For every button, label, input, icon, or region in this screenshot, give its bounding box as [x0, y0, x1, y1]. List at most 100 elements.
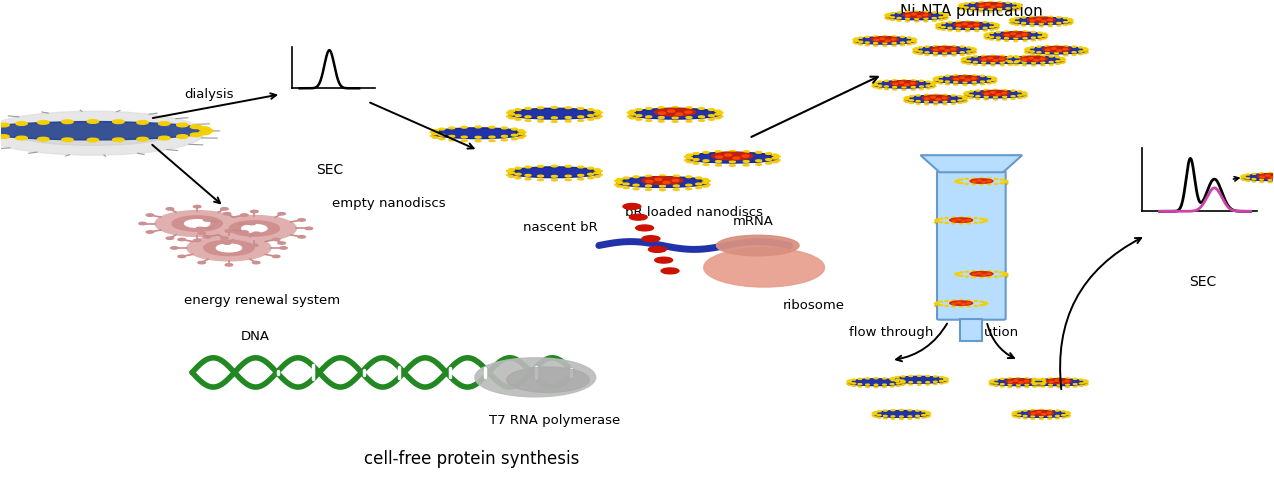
Ellipse shape [959, 302, 963, 303]
Ellipse shape [911, 43, 915, 44]
Ellipse shape [848, 384, 852, 385]
Ellipse shape [878, 81, 882, 82]
Ellipse shape [860, 38, 910, 43]
Ellipse shape [995, 276, 998, 277]
Ellipse shape [577, 166, 583, 168]
Ellipse shape [966, 183, 968, 184]
Ellipse shape [883, 412, 887, 413]
Ellipse shape [1026, 47, 1087, 54]
Ellipse shape [854, 380, 898, 384]
Ellipse shape [172, 216, 223, 231]
Ellipse shape [973, 64, 977, 65]
Text: ribosome: ribosome [784, 299, 845, 312]
Ellipse shape [685, 110, 692, 112]
Ellipse shape [871, 37, 898, 42]
Ellipse shape [438, 132, 445, 134]
Ellipse shape [475, 130, 482, 132]
Ellipse shape [855, 38, 859, 39]
Ellipse shape [959, 225, 963, 226]
Ellipse shape [525, 166, 531, 168]
Ellipse shape [517, 168, 591, 176]
Ellipse shape [952, 300, 956, 301]
Ellipse shape [1004, 274, 1006, 275]
Ellipse shape [984, 34, 987, 35]
Ellipse shape [919, 51, 922, 52]
Ellipse shape [659, 117, 664, 118]
Ellipse shape [552, 169, 557, 171]
Ellipse shape [1005, 276, 1008, 277]
Ellipse shape [1079, 47, 1083, 48]
Ellipse shape [1241, 178, 1245, 179]
Ellipse shape [982, 58, 986, 59]
Ellipse shape [1242, 176, 1274, 180]
Ellipse shape [1023, 31, 1027, 32]
Ellipse shape [775, 160, 780, 161]
Ellipse shape [1268, 182, 1271, 183]
Ellipse shape [1004, 277, 1006, 278]
Ellipse shape [958, 102, 962, 104]
Ellipse shape [1038, 379, 1042, 380]
Ellipse shape [1042, 380, 1046, 381]
Ellipse shape [911, 86, 915, 87]
Text: elution: elution [972, 326, 1018, 339]
Ellipse shape [981, 75, 985, 77]
Ellipse shape [982, 274, 986, 275]
Ellipse shape [911, 41, 915, 42]
Ellipse shape [859, 37, 862, 38]
Ellipse shape [916, 418, 920, 419]
Ellipse shape [906, 15, 910, 16]
Ellipse shape [1034, 385, 1038, 386]
Ellipse shape [1031, 20, 1034, 21]
Ellipse shape [1000, 179, 1004, 180]
Ellipse shape [977, 273, 981, 274]
Ellipse shape [685, 188, 692, 190]
Ellipse shape [874, 38, 878, 39]
Ellipse shape [642, 236, 660, 242]
Ellipse shape [934, 55, 938, 56]
Ellipse shape [985, 89, 989, 91]
Ellipse shape [1032, 55, 1036, 56]
Ellipse shape [952, 308, 956, 309]
Ellipse shape [475, 126, 482, 128]
Text: cell-free protein synthesis: cell-free protein synthesis [364, 450, 580, 467]
Ellipse shape [251, 210, 259, 213]
Ellipse shape [963, 23, 967, 25]
Ellipse shape [1049, 16, 1052, 17]
Ellipse shape [577, 116, 583, 118]
Ellipse shape [1022, 92, 1026, 93]
Ellipse shape [703, 160, 708, 162]
Ellipse shape [908, 378, 912, 379]
Ellipse shape [990, 32, 994, 33]
Ellipse shape [990, 379, 1046, 385]
Ellipse shape [891, 81, 917, 86]
Ellipse shape [975, 225, 977, 226]
Ellipse shape [887, 14, 891, 15]
Ellipse shape [972, 52, 976, 53]
Ellipse shape [1056, 63, 1060, 64]
Ellipse shape [975, 305, 977, 306]
Ellipse shape [587, 118, 594, 120]
Ellipse shape [687, 161, 693, 163]
Ellipse shape [891, 409, 894, 410]
Ellipse shape [980, 273, 984, 274]
Ellipse shape [952, 219, 956, 220]
Ellipse shape [883, 418, 887, 419]
Ellipse shape [1041, 379, 1045, 380]
Ellipse shape [508, 167, 600, 178]
Ellipse shape [1065, 414, 1069, 415]
Ellipse shape [938, 28, 941, 29]
Ellipse shape [943, 23, 992, 28]
Ellipse shape [1043, 381, 1047, 382]
Ellipse shape [147, 231, 154, 233]
Ellipse shape [1079, 379, 1083, 380]
Ellipse shape [1045, 48, 1050, 49]
Ellipse shape [971, 92, 1020, 97]
Ellipse shape [957, 302, 961, 303]
Ellipse shape [873, 83, 877, 84]
Ellipse shape [1060, 382, 1064, 383]
Ellipse shape [910, 102, 913, 104]
Ellipse shape [966, 271, 968, 272]
Ellipse shape [772, 154, 778, 156]
Ellipse shape [507, 170, 512, 172]
Ellipse shape [37, 137, 48, 141]
